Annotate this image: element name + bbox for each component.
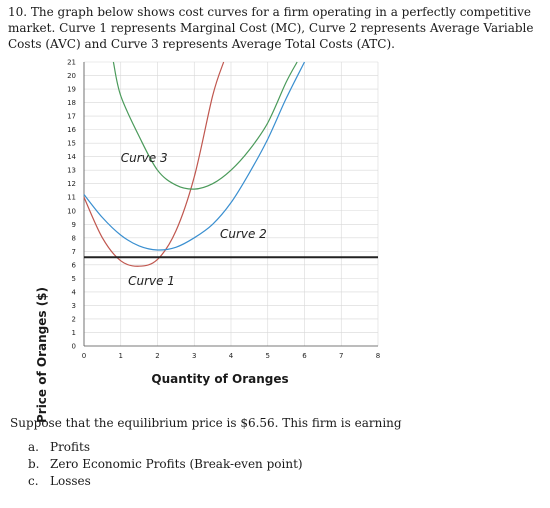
curve-annotation: Curve 2 xyxy=(220,227,267,241)
x-tick-label: 1 xyxy=(119,352,123,360)
series-line-3 xyxy=(112,61,298,190)
y-tick-label: 13 xyxy=(67,167,76,175)
y-tick-label: 7 xyxy=(72,248,76,256)
option-text: Profits xyxy=(50,440,91,454)
series-line-1 xyxy=(83,61,225,267)
x-tick-label: 3 xyxy=(192,352,196,360)
option-b[interactable]: b. Zero Economic Profits (Break-even poin… xyxy=(28,457,303,474)
y-tick-label: 12 xyxy=(67,180,76,188)
x-tick-label: 5 xyxy=(266,352,270,360)
y-tick-label: 16 xyxy=(67,126,76,134)
curve-annotation: Curve 3 xyxy=(121,151,168,165)
x-tick-label: 2 xyxy=(155,352,159,360)
y-tick-label: 14 xyxy=(67,153,76,161)
question-text: 10. The graph below shows cost curves fo… xyxy=(8,5,534,51)
x-tick-label: 0 xyxy=(82,352,86,360)
y-tick-label: 8 xyxy=(72,234,76,242)
y-tick-label: 2 xyxy=(72,315,76,323)
y-tick-label: 20 xyxy=(67,72,76,80)
y-tick-label: 0 xyxy=(72,343,76,351)
option-letter: b. xyxy=(28,457,40,471)
y-tick-label: 3 xyxy=(72,302,76,310)
y-tick-label: 21 xyxy=(67,59,76,67)
option-letter: c. xyxy=(28,474,39,488)
question-prompt: Suppose that the equilibrium price is $6… xyxy=(10,416,402,430)
y-tick-label: 11 xyxy=(67,194,76,202)
option-letter: a. xyxy=(28,440,39,454)
option-text: Zero Economic Profits (Break-even point) xyxy=(50,457,303,471)
y-tick-label: 4 xyxy=(72,288,77,296)
option-a[interactable]: a. Profits xyxy=(28,440,303,457)
option-text: Losses xyxy=(50,474,91,488)
y-axis-label: Price of Oranges ($) xyxy=(35,286,49,424)
series-line-2 xyxy=(83,61,306,251)
curve-annotation: Curve 1 xyxy=(128,274,175,288)
y-tick-label: 9 xyxy=(72,221,76,229)
x-axis-label: Quantity of Oranges xyxy=(151,372,289,386)
y-tick-label: 5 xyxy=(72,275,76,283)
option-c[interactable]: c. Losses xyxy=(28,474,303,491)
y-tick-label: 10 xyxy=(67,207,76,215)
y-tick-label: 18 xyxy=(67,99,76,107)
y-tick-label: 1 xyxy=(72,329,76,337)
x-tick-label: 7 xyxy=(339,352,343,360)
y-tick-label: 19 xyxy=(67,86,76,94)
x-tick-label: 8 xyxy=(376,352,380,360)
y-tick-label: 15 xyxy=(67,140,76,148)
x-tick-label: 4 xyxy=(229,352,234,360)
x-tick-label: 6 xyxy=(302,352,307,360)
y-tick-label: 6 xyxy=(72,261,77,269)
y-tick-label: 17 xyxy=(67,113,76,121)
answer-options: a. Profits b. Zero Economic Profits (Break… xyxy=(28,440,303,491)
